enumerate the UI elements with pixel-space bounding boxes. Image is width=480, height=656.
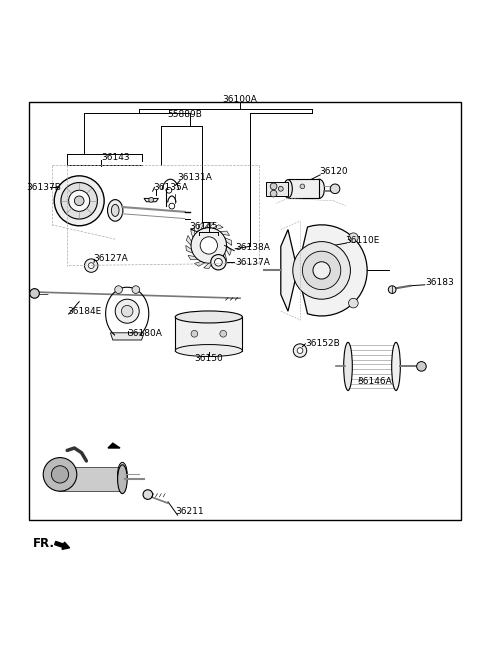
- Circle shape: [51, 466, 69, 483]
- Circle shape: [84, 259, 98, 272]
- Text: 36137A: 36137A: [235, 258, 270, 267]
- Polygon shape: [205, 222, 214, 228]
- Polygon shape: [144, 198, 158, 202]
- Bar: [60, 467, 122, 491]
- Bar: [29, 102, 461, 520]
- Text: 36145: 36145: [190, 222, 218, 231]
- Text: 36135A: 36135A: [154, 183, 189, 192]
- Polygon shape: [281, 225, 367, 316]
- Ellipse shape: [344, 342, 352, 390]
- Text: 36184E: 36184E: [67, 307, 101, 316]
- Circle shape: [74, 196, 84, 205]
- Ellipse shape: [55, 458, 65, 491]
- Polygon shape: [108, 443, 120, 448]
- Circle shape: [54, 176, 104, 226]
- Circle shape: [88, 262, 94, 268]
- Bar: [288, 179, 319, 198]
- Ellipse shape: [118, 465, 127, 493]
- Circle shape: [149, 197, 154, 202]
- Text: 36137B: 36137B: [26, 183, 61, 192]
- Polygon shape: [188, 255, 198, 260]
- Polygon shape: [225, 237, 232, 245]
- Circle shape: [300, 184, 305, 189]
- Ellipse shape: [175, 311, 242, 323]
- Circle shape: [215, 258, 222, 266]
- Circle shape: [313, 262, 330, 279]
- Circle shape: [169, 203, 175, 209]
- Bar: [223, 317, 242, 327]
- Circle shape: [143, 490, 153, 499]
- Circle shape: [191, 228, 227, 263]
- Polygon shape: [214, 259, 220, 268]
- Circle shape: [191, 331, 198, 337]
- Ellipse shape: [111, 205, 119, 216]
- Text: 36183: 36183: [425, 278, 454, 287]
- Circle shape: [330, 184, 340, 194]
- Polygon shape: [110, 333, 144, 340]
- Circle shape: [211, 255, 226, 270]
- Circle shape: [297, 348, 303, 354]
- Text: 36110E: 36110E: [346, 236, 380, 245]
- Circle shape: [278, 186, 283, 191]
- Circle shape: [348, 298, 358, 308]
- Polygon shape: [223, 253, 227, 264]
- Circle shape: [220, 331, 227, 337]
- Polygon shape: [186, 236, 192, 245]
- Text: 36150: 36150: [194, 354, 223, 363]
- Text: FR.: FR.: [33, 537, 55, 550]
- Polygon shape: [204, 263, 213, 268]
- Polygon shape: [194, 262, 205, 266]
- Polygon shape: [198, 223, 204, 232]
- Circle shape: [302, 251, 341, 289]
- Ellipse shape: [118, 462, 127, 486]
- Ellipse shape: [284, 180, 292, 198]
- FancyArrow shape: [55, 541, 70, 549]
- Ellipse shape: [314, 179, 324, 198]
- Bar: [175, 317, 242, 350]
- Circle shape: [270, 190, 277, 197]
- Ellipse shape: [108, 199, 123, 221]
- Text: 36180A: 36180A: [127, 329, 162, 338]
- Text: 36152B: 36152B: [305, 339, 339, 348]
- Text: 36138A: 36138A: [235, 243, 270, 253]
- Circle shape: [348, 233, 358, 243]
- Polygon shape: [220, 231, 229, 236]
- Polygon shape: [191, 228, 195, 237]
- Bar: [266, 182, 288, 196]
- Circle shape: [69, 190, 90, 211]
- Circle shape: [132, 286, 140, 293]
- Ellipse shape: [175, 344, 242, 357]
- Polygon shape: [226, 245, 231, 255]
- Text: 36131A: 36131A: [178, 173, 213, 182]
- Circle shape: [30, 289, 39, 298]
- Text: 36146A: 36146A: [358, 377, 392, 386]
- Text: 36127A: 36127A: [94, 254, 128, 263]
- Text: 36120: 36120: [319, 167, 348, 176]
- Text: 36143: 36143: [101, 153, 130, 162]
- Text: 55889B: 55889B: [168, 110, 202, 119]
- Circle shape: [61, 182, 97, 219]
- Circle shape: [121, 306, 133, 317]
- Circle shape: [166, 188, 172, 193]
- Circle shape: [293, 344, 307, 358]
- Circle shape: [388, 286, 396, 293]
- Circle shape: [43, 458, 77, 491]
- Text: 36100A: 36100A: [223, 96, 257, 104]
- Text: 36211: 36211: [175, 507, 204, 516]
- Circle shape: [115, 299, 139, 323]
- Polygon shape: [213, 225, 223, 230]
- Circle shape: [293, 241, 350, 299]
- Circle shape: [200, 237, 217, 254]
- Polygon shape: [186, 245, 193, 253]
- Circle shape: [417, 361, 426, 371]
- Circle shape: [115, 286, 122, 293]
- Ellipse shape: [392, 342, 400, 390]
- Circle shape: [270, 183, 277, 190]
